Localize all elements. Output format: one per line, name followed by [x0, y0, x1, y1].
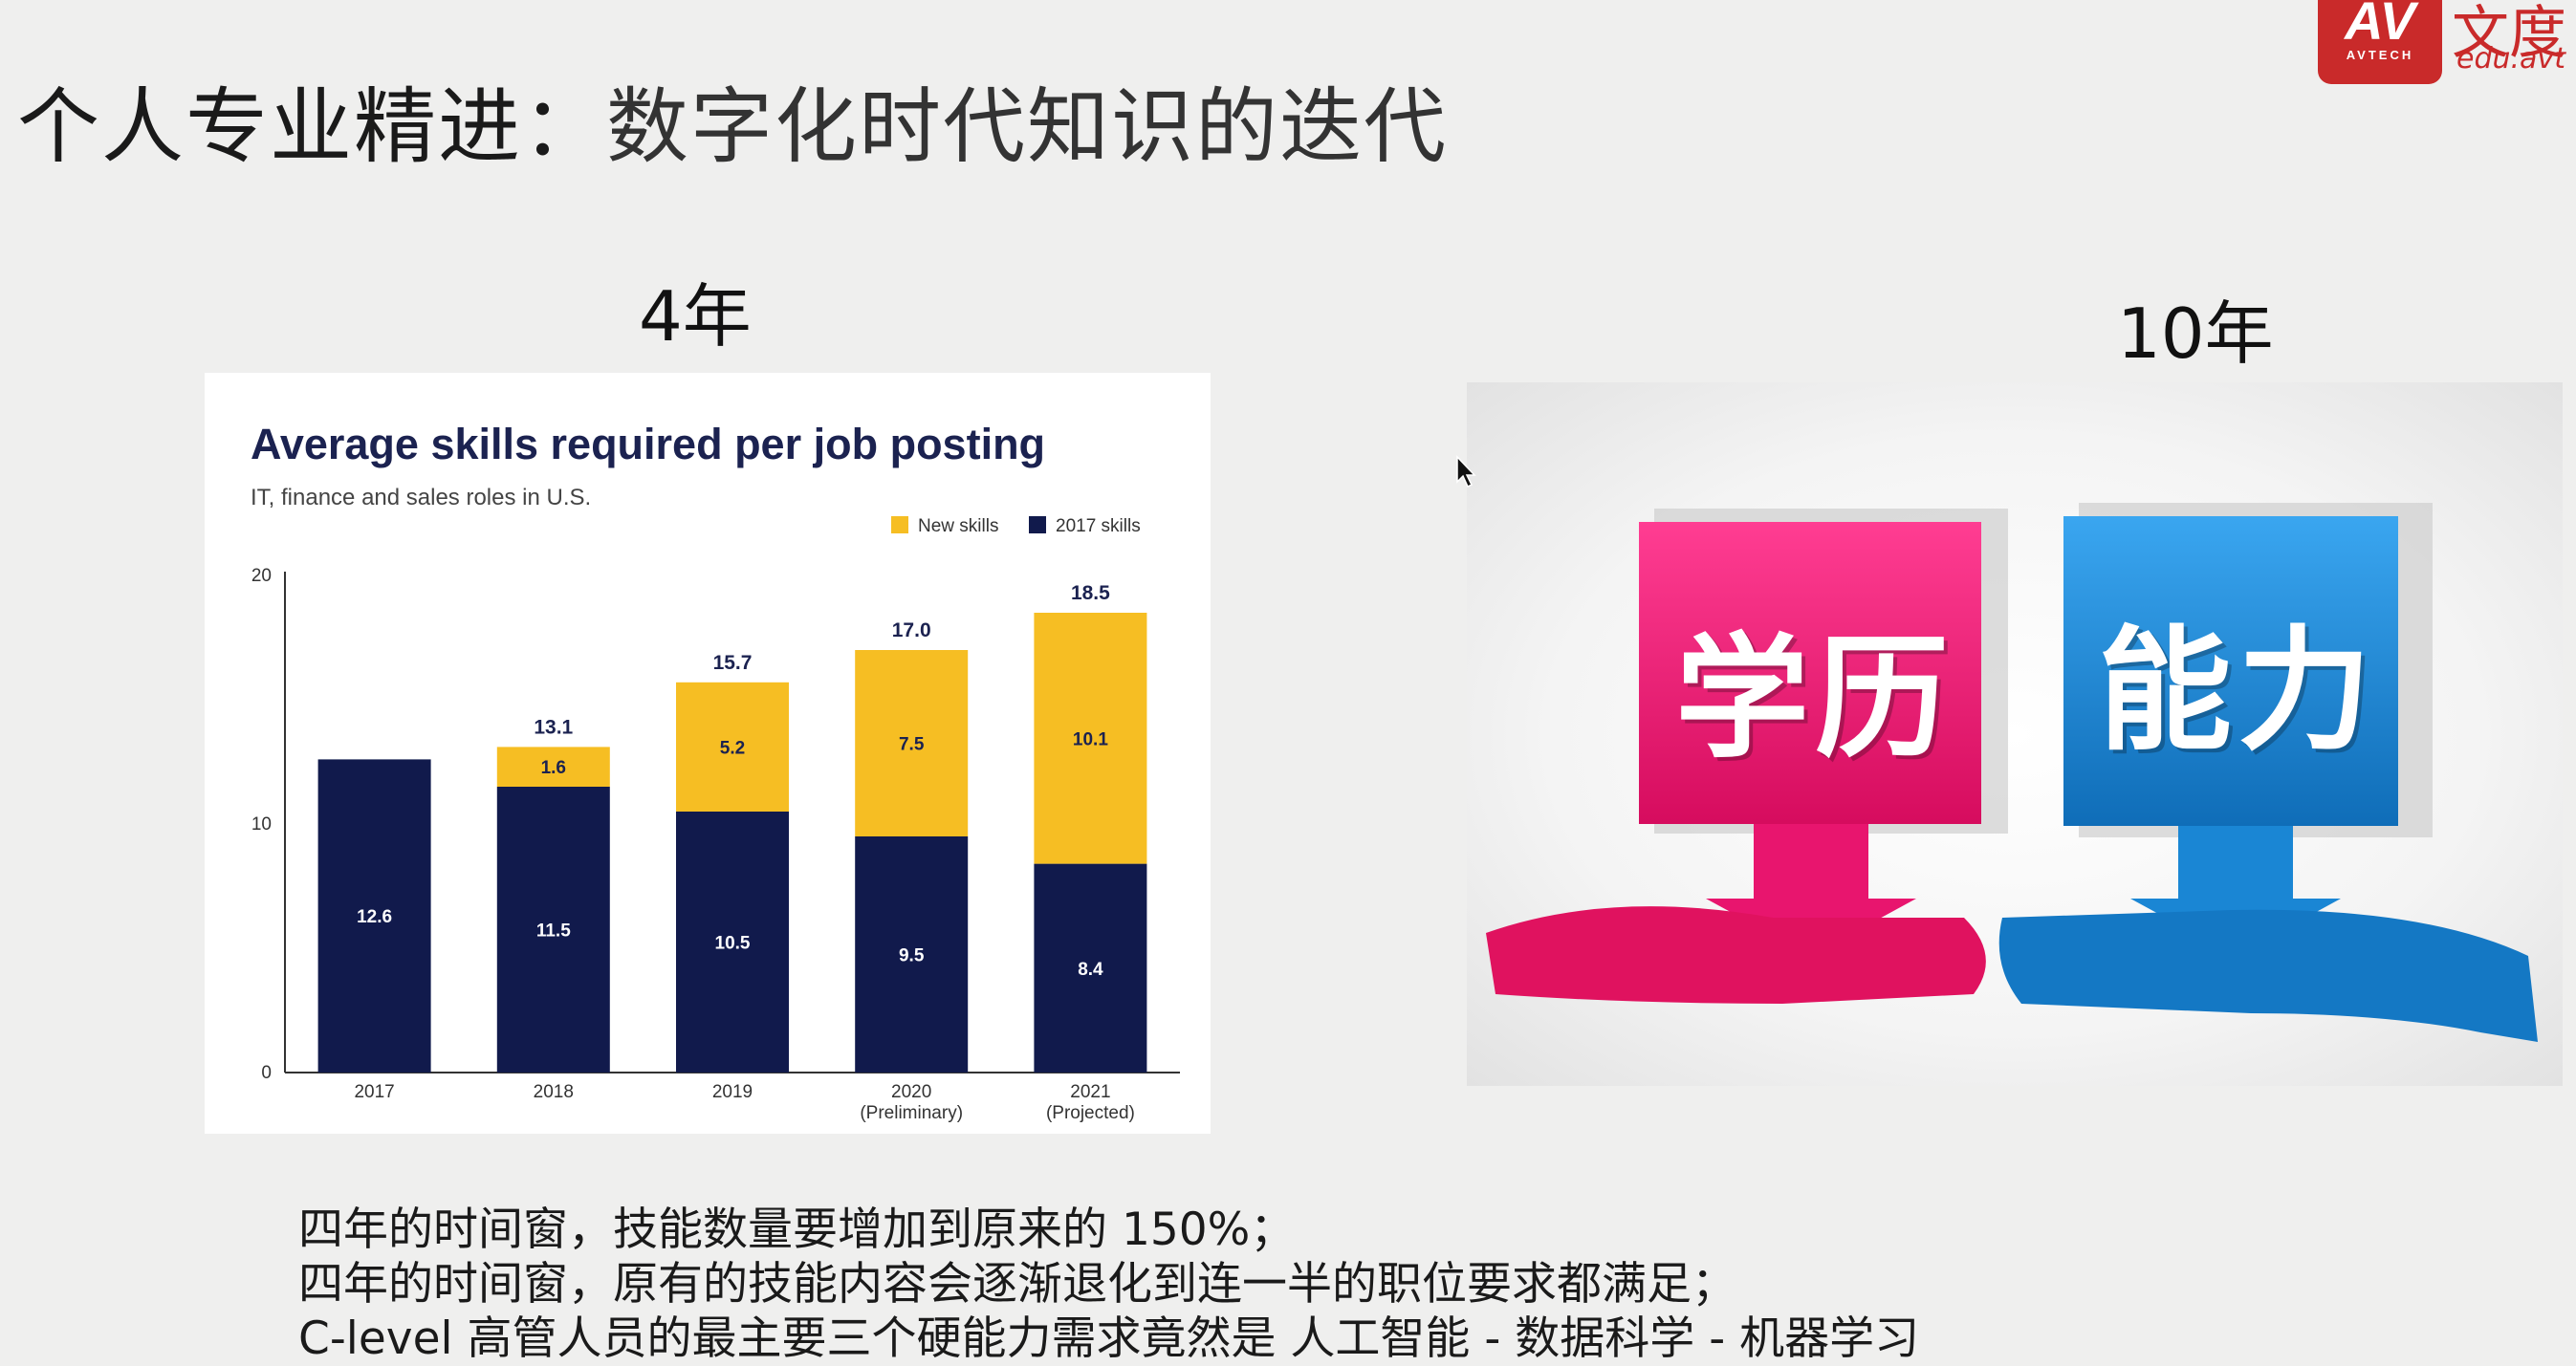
- bar-value-label: 11.5: [536, 922, 571, 942]
- chart-title: Average skills required per job posting: [251, 420, 1045, 468]
- bar-2017-skills: [676, 812, 789, 1073]
- label-four-years: 4年: [639, 276, 752, 357]
- left-sign-board: [1639, 522, 1981, 824]
- logo-url: edu.avt: [2456, 42, 2565, 76]
- x-tick-note: (Preliminary): [860, 1103, 963, 1123]
- sign-ability-text: 能力: [2098, 614, 2378, 770]
- bar-total-label: 18.5: [1071, 582, 1110, 604]
- logo-mark: AV: [2345, 0, 2415, 51]
- chart-bars: 12.6 2017 11.5 1.6 13.1 2018 10.5 5.2 15.7 2019 9.…: [317, 582, 1147, 1123]
- bar-total-label: 17.0: [892, 619, 931, 641]
- right-sign-board: [2063, 516, 2398, 826]
- bar-new-skills: [1034, 613, 1147, 864]
- legend-label: 2017 skills: [1056, 516, 1141, 536]
- bar-value-label: 12.6: [357, 907, 392, 927]
- x-tick-label: 2020: [891, 1082, 931, 1102]
- brand-logo: AV AVTECH 文度 edu.avt: [2318, 0, 2576, 86]
- logo-cn-text: 文度: [2452, 0, 2566, 67]
- x-tick-label: 2017: [354, 1082, 394, 1102]
- legend-label: New skills: [918, 516, 998, 536]
- bar-2017-skills: [855, 836, 969, 1073]
- x-tick-label: 2018: [534, 1082, 574, 1102]
- stacked-bar-chart: Average skills required per job posting …: [251, 420, 1180, 1123]
- bar-value-label: 1.6: [541, 758, 566, 778]
- label-ten-years: 10年: [2117, 293, 2274, 374]
- x-tick-label: 2021: [1070, 1082, 1110, 1102]
- legend-swatch: [891, 516, 908, 533]
- photo-degree-vs-ability: 学历 能力: [1467, 382, 2563, 1086]
- chart-subtitle: IT, finance and sales roles in U.S.: [251, 485, 591, 510]
- sign-degree-text: 学历: [1675, 621, 1955, 777]
- bar-value-label: 9.5: [899, 946, 925, 966]
- slide-title-sub: 数字化时代知识的迭代: [606, 79, 1448, 175]
- note-line: 四年的时间窗，技能数量要增加到原来的 150%；: [298, 1203, 1296, 1256]
- note-line: C-level 高管人员的最主要三个硬能力需求竟然是 人工智能 - 数据科学 -…: [298, 1312, 1920, 1365]
- slide-title-main: 个人专业精进：: [17, 79, 606, 175]
- bar-new-skills: [496, 747, 610, 787]
- bar-2017-skills: [317, 759, 431, 1073]
- y-tick-label: 20: [251, 566, 272, 586]
- y-tick-label: 0: [261, 1063, 272, 1083]
- mouse-cursor-icon: [1456, 455, 1476, 488]
- x-tick-note: (Projected): [1046, 1103, 1135, 1123]
- y-tick-label: 10: [251, 814, 272, 835]
- bar-value-label: 5.2: [720, 738, 745, 758]
- logo-badge: AV AVTECH: [2318, 0, 2442, 84]
- bar-new-skills: [855, 650, 969, 836]
- left-curved-arrow: [1486, 906, 1986, 1004]
- bar-value-label: 7.5: [899, 735, 925, 755]
- notes-block: 四年的时间窗，技能数量要增加到原来的 150%； 四年的时间窗，原有的技能内容会…: [298, 1203, 2498, 1366]
- bar-value-label: 8.4: [1078, 960, 1103, 980]
- bar-2017-skills: [496, 787, 610, 1073]
- bar-new-skills: [676, 682, 789, 812]
- slide-title: 个人专业精进：数字化时代知识的迭代: [17, 59, 1448, 179]
- bar-2017-skills: [1034, 863, 1147, 1073]
- chart-panel: Average skills required per job posting …: [205, 373, 1211, 1134]
- bar-total-label: 13.1: [534, 716, 573, 738]
- bar-value-label: 10.5: [715, 934, 751, 954]
- logo-brand: AVTECH: [2346, 48, 2414, 62]
- note-line: 四年的时间窗，原有的技能内容会逐渐退化到连一半的职位要求都满足；: [298, 1258, 1736, 1311]
- chart-legend: New skills 2017 skills: [891, 516, 1141, 536]
- x-tick-label: 2019: [712, 1082, 753, 1102]
- right-curved-arrow: [1998, 909, 2538, 1042]
- legend-swatch: [1029, 516, 1046, 533]
- photo-illustration: [1486, 503, 2538, 1042]
- bar-total-label: 15.7: [713, 652, 753, 674]
- bar-value-label: 10.1: [1073, 729, 1108, 749]
